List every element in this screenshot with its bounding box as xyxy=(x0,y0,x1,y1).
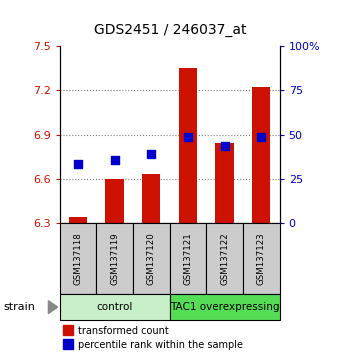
Bar xyxy=(133,223,170,294)
Point xyxy=(112,157,117,162)
Text: GSM137119: GSM137119 xyxy=(110,232,119,285)
Bar xyxy=(60,223,96,294)
Bar xyxy=(105,179,124,223)
Bar xyxy=(169,294,280,320)
Text: GSM137123: GSM137123 xyxy=(257,232,266,285)
Text: GDS2451 / 246037_at: GDS2451 / 246037_at xyxy=(94,23,247,37)
Bar xyxy=(252,87,270,223)
Text: control: control xyxy=(97,302,133,312)
Bar xyxy=(169,223,206,294)
Point xyxy=(185,135,191,140)
Point xyxy=(222,143,227,149)
Text: percentile rank within the sample: percentile rank within the sample xyxy=(78,340,243,350)
Bar xyxy=(179,68,197,223)
Bar xyxy=(206,223,243,294)
Text: GSM137118: GSM137118 xyxy=(74,232,83,285)
Bar xyxy=(243,223,280,294)
Polygon shape xyxy=(48,301,58,314)
Bar xyxy=(96,223,133,294)
Text: GSM137121: GSM137121 xyxy=(183,232,192,285)
Bar xyxy=(142,174,161,223)
Text: TAC1 overexpressing: TAC1 overexpressing xyxy=(170,302,279,312)
Bar xyxy=(216,143,234,223)
Bar xyxy=(69,217,87,223)
Point xyxy=(149,151,154,156)
Text: strain: strain xyxy=(3,302,35,312)
Text: GSM137122: GSM137122 xyxy=(220,232,229,285)
Bar xyxy=(60,294,169,320)
Text: GSM137120: GSM137120 xyxy=(147,232,156,285)
Text: transformed count: transformed count xyxy=(78,326,169,336)
Point xyxy=(75,161,81,167)
Point xyxy=(258,135,264,140)
